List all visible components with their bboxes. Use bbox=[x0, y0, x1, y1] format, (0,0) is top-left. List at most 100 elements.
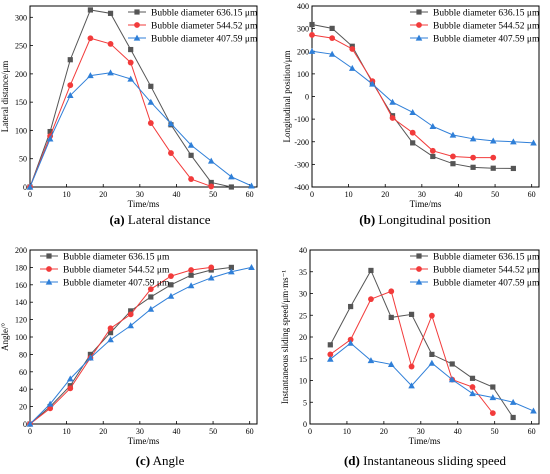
legend-marker bbox=[45, 278, 53, 285]
caption-c-letter: (c) bbox=[135, 453, 151, 468]
data-point bbox=[490, 384, 496, 390]
plot-frame bbox=[309, 249, 540, 425]
legend-marker bbox=[416, 253, 422, 259]
x-tick-label: 10 bbox=[63, 427, 71, 436]
data-point bbox=[450, 153, 456, 160]
x-tick-label: 0 bbox=[28, 427, 32, 436]
caption-a: (a) Lateral distance bbox=[60, 212, 260, 228]
x-tick-label: 0 bbox=[308, 427, 312, 436]
data-point bbox=[128, 46, 134, 53]
data-point bbox=[107, 10, 114, 16]
series-3 bbox=[308, 47, 537, 146]
y-tick-label: 0 bbox=[23, 420, 27, 429]
x-tick-label: 30 bbox=[136, 190, 144, 199]
data-point bbox=[87, 72, 94, 79]
series-line bbox=[311, 24, 514, 169]
y-tick-label: 50 bbox=[19, 155, 27, 164]
y-tick-label: 15 bbox=[299, 355, 307, 364]
data-point bbox=[327, 355, 334, 362]
data-point bbox=[430, 153, 436, 160]
data-point bbox=[188, 152, 194, 158]
legend-entry: Bubble diameter 544.52 μm bbox=[433, 266, 540, 276]
data-point bbox=[107, 69, 114, 76]
x-tick-label: 50 bbox=[491, 190, 499, 199]
x-axis-label: Time/ms bbox=[410, 199, 442, 209]
data-point bbox=[127, 75, 134, 82]
y-tick-label: -400 bbox=[294, 183, 309, 192]
x-tick-label: 30 bbox=[136, 427, 144, 436]
x-tick-label: 60 bbox=[246, 190, 254, 199]
data-point bbox=[489, 410, 496, 417]
y-tick-label: 180 bbox=[15, 263, 27, 272]
data-point bbox=[46, 135, 54, 142]
data-point bbox=[127, 322, 134, 329]
legend-marker bbox=[134, 22, 140, 28]
data-point bbox=[147, 305, 155, 312]
data-point bbox=[148, 294, 154, 300]
legend-marker bbox=[416, 266, 422, 272]
data-point bbox=[429, 147, 436, 154]
legend-entry: Bubble diameter 407.59 μm bbox=[433, 279, 540, 289]
caption-d: (d) Instantaneous sliding speed bbox=[300, 453, 550, 469]
legend-entry: Bubble diameter 407.59 μm bbox=[151, 35, 258, 45]
x-tick-label: 30 bbox=[417, 427, 425, 436]
data-point bbox=[168, 273, 174, 279]
data-point bbox=[248, 182, 255, 189]
series-line bbox=[329, 269, 514, 418]
data-point bbox=[147, 120, 154, 126]
data-point bbox=[187, 282, 195, 289]
legend-entry: Bubble diameter 544.52 μm bbox=[63, 266, 170, 276]
chart-panel-d: 0 10 20 30 40 50 60 0 5 10 15 20 25 30 35 40 Time/ms Inst… bbox=[280, 246, 540, 446]
data-point bbox=[409, 108, 416, 115]
x-tick-label: 20 bbox=[99, 427, 107, 436]
data-point bbox=[408, 311, 415, 317]
data-point bbox=[107, 336, 114, 343]
y-tick-label: 0 bbox=[305, 93, 309, 102]
y-tick-label: 20 bbox=[19, 403, 27, 412]
y-tick-label: 120 bbox=[15, 316, 27, 325]
series-2 bbox=[27, 264, 215, 427]
data-point bbox=[349, 46, 356, 52]
series-1 bbox=[27, 264, 234, 427]
y-tick-label: 25 bbox=[299, 311, 307, 320]
y-tick-label: 300 bbox=[297, 25, 309, 34]
caption-a-letter: (a) bbox=[109, 212, 125, 227]
data-point bbox=[489, 137, 497, 144]
data-point bbox=[469, 135, 477, 142]
x-tick-label: 60 bbox=[528, 427, 536, 436]
data-point bbox=[450, 161, 456, 167]
data-point bbox=[368, 296, 374, 303]
legend-marker bbox=[416, 9, 422, 15]
chart-panel-a: 0 10 20 30 40 50 60 0 50 100 150 200 250 300 Time/ms La… bbox=[0, 5, 258, 209]
x-tick-label: 40 bbox=[454, 190, 462, 199]
data-point bbox=[469, 375, 476, 381]
data-point bbox=[147, 98, 155, 105]
data-point bbox=[489, 394, 497, 401]
series-line bbox=[29, 266, 252, 425]
data-point bbox=[248, 264, 255, 270]
data-point bbox=[66, 375, 74, 382]
data-point bbox=[207, 157, 215, 164]
y-tick-label: 300 bbox=[15, 13, 27, 22]
y-tick-label: 100 bbox=[15, 126, 27, 135]
data-point bbox=[469, 384, 476, 390]
data-point bbox=[228, 264, 234, 270]
data-point bbox=[309, 32, 315, 38]
data-point bbox=[329, 25, 335, 31]
data-point bbox=[448, 376, 456, 383]
data-point bbox=[367, 357, 375, 364]
caption-d-text: Instantaneous sliding speed bbox=[363, 453, 507, 468]
data-point bbox=[107, 330, 114, 336]
legend: Bubble diameter 636.15 μm Bubble diameter… bbox=[410, 253, 540, 289]
data-point bbox=[167, 120, 175, 127]
legend-entry: Bubble diameter 407.59 μm bbox=[433, 35, 540, 45]
y-tick-label: 250 bbox=[15, 42, 27, 51]
data-point bbox=[87, 7, 94, 13]
x-tick-label: 50 bbox=[491, 427, 499, 436]
y-tick-label: -200 bbox=[294, 138, 309, 147]
data-point bbox=[188, 176, 194, 182]
x-tick-label: 0 bbox=[28, 190, 32, 199]
series-line bbox=[29, 72, 252, 188]
series-line bbox=[311, 34, 494, 159]
